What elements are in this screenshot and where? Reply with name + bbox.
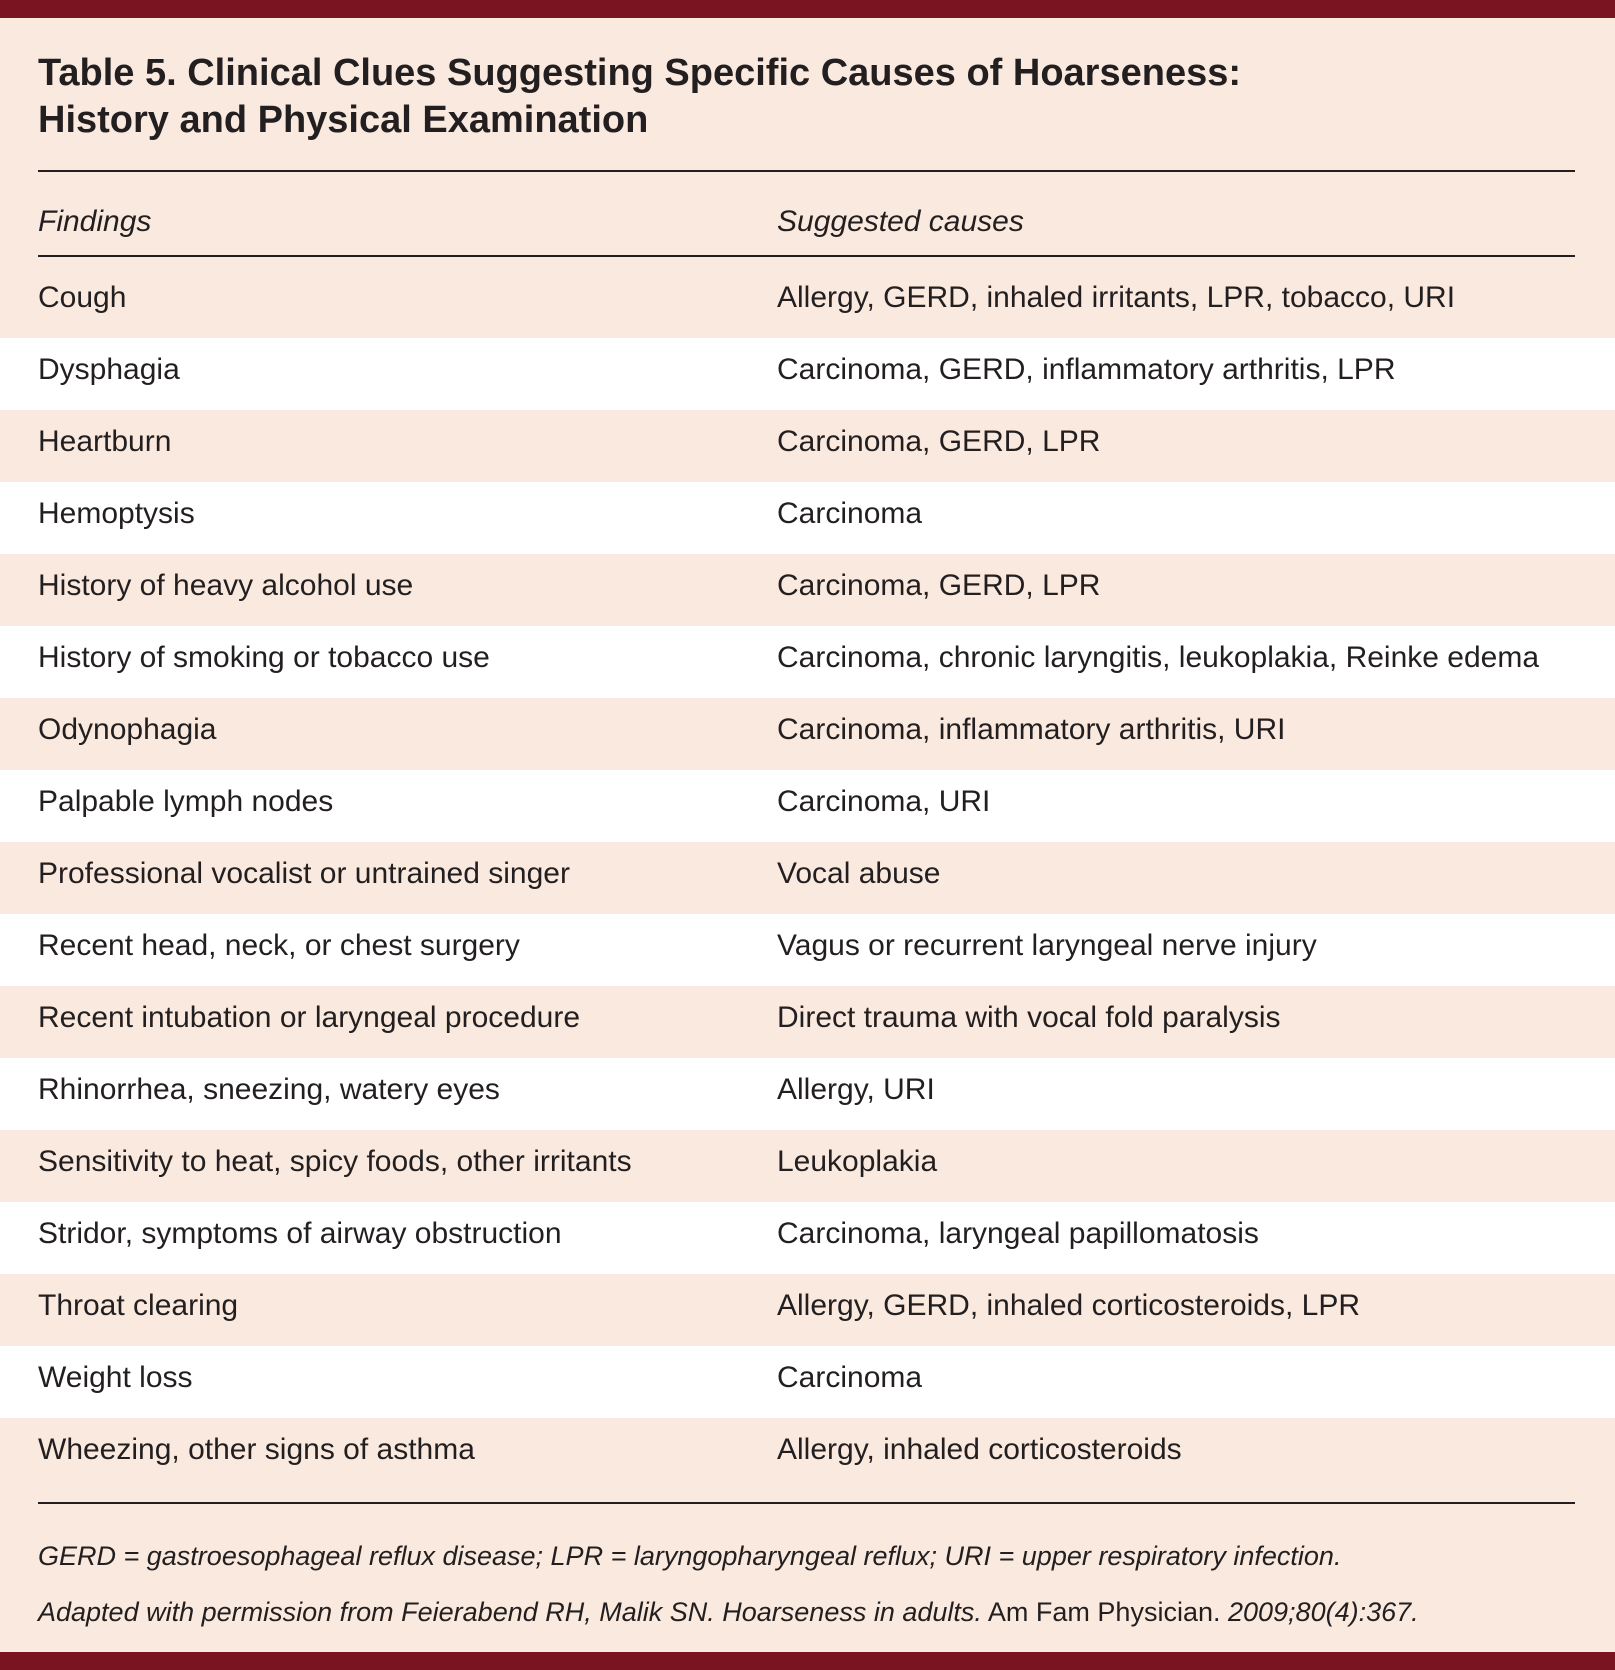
finding-cell: Sensitivity to heat, spicy foods, other … [38, 1145, 632, 1178]
footnote-abbreviations: GERD = gastroesophageal reflux disease; … [38, 1541, 1342, 1571]
suggested-causes-cell: Carcinoma, URI [777, 785, 991, 818]
suggested-causes-cell: Carcinoma, GERD, LPR [777, 569, 1101, 602]
suggested-causes-cell: Carcinoma, GERD, LPR [777, 425, 1101, 458]
finding-cell: Recent intubation or laryngeal procedure [38, 1001, 581, 1034]
table-row: Throat clearing Allergy, GERD, inhaled co… [0, 1274, 1615, 1346]
table-row: Recent head, neck, or chest surgery Vagus… [0, 914, 1615, 986]
finding-cell: Palpable lymph nodes [38, 785, 334, 818]
finding-cell: History of heavy alcohol use [38, 569, 414, 602]
finding-cell: Rhinorrhea, sneezing, watery eyes [38, 1073, 500, 1106]
table-header: Findings Suggested causes [0, 205, 1615, 249]
table-footnote: GERD = gastroesophageal reflux disease; … [38, 1528, 1578, 1640]
suggested-causes-cell: Carcinoma, chronic laryngitis, leukoplak… [777, 641, 1540, 674]
header-findings: Findings [38, 205, 152, 238]
table-row: Wheezing, other signs of asthma Allergy, … [0, 1418, 1615, 1490]
table-row: Hemoptysis Carcinoma [0, 482, 1615, 554]
header-suggested-causes: Suggested causes [777, 205, 1024, 238]
footnote-source-journal: Am Fam Physician. [981, 1597, 1228, 1627]
table-row: Cough Allergy, GERD, inhaled irritants, L… [0, 266, 1615, 338]
finding-cell: Dysphagia [38, 353, 180, 386]
table-row: History of smoking or tobacco use Carcino… [0, 626, 1615, 698]
suggested-causes-cell: Vocal abuse [777, 857, 941, 890]
table-row: Professional vocalist or untrained singe… [0, 842, 1615, 914]
finding-cell: Throat clearing [38, 1289, 239, 1322]
finding-cell: Odynophagia [38, 713, 217, 746]
table-row: Dysphagia Carcinoma, GERD, inflammatory a… [0, 338, 1615, 410]
suggested-causes-cell: Allergy, URI [777, 1073, 935, 1106]
finding-cell: Cough [38, 281, 127, 314]
finding-cell: Weight loss [38, 1361, 193, 1394]
table-row: Recent intubation or laryngeal procedure… [0, 986, 1615, 1058]
table-row: Stridor, symptoms of airway obstruction C… [0, 1202, 1615, 1274]
table-title-line-2: History and Physical Examination [38, 99, 649, 141]
table-row: Palpable lymph nodes Carcinoma, URI [0, 770, 1615, 842]
footnote-source-volume: 2009;80(4):367. [1227, 1597, 1419, 1627]
table-bottom-divider [38, 1502, 1575, 1504]
bottom-accent-bar [0, 1652, 1615, 1670]
table-row: Heartburn Carcinoma, GERD, LPR [0, 410, 1615, 482]
top-accent-bar [0, 0, 1615, 18]
finding-cell: Heartburn [38, 425, 172, 458]
table-row: Weight loss Carcinoma [0, 1346, 1615, 1418]
table-row: Odynophagia Carcinoma, inflammatory arthr… [0, 698, 1615, 770]
table-row: Rhinorrhea, sneezing, watery eyes Allergy… [0, 1058, 1615, 1130]
suggested-causes-cell: Carcinoma, laryngeal papillomatosis [777, 1217, 1259, 1250]
finding-cell: History of smoking or tobacco use [38, 641, 490, 674]
finding-cell: Stridor, symptoms of airway obstruction [38, 1217, 562, 1250]
table-body: Cough Allergy, GERD, inhaled irritants, L… [0, 266, 1615, 1490]
table-row: Sensitivity to heat, spicy foods, other … [0, 1130, 1615, 1202]
footnote-source: Adapted with permission from Feierabend … [38, 1584, 1578, 1640]
footnote-source-citation: Adapted with permission from Feierabend … [38, 1597, 982, 1627]
suggested-causes-cell: Leukoplakia [777, 1145, 938, 1178]
title-divider [38, 170, 1575, 172]
suggested-causes-cell: Allergy, GERD, inhaled corticosteroids, … [777, 1289, 1361, 1322]
suggested-causes-cell: Carcinoma, inflammatory arthritis, URI [777, 713, 1286, 746]
table-row: History of heavy alcohol use Carcinoma, G… [0, 554, 1615, 626]
finding-cell: Recent head, neck, or chest surgery [38, 929, 520, 962]
finding-cell: Wheezing, other signs of asthma [38, 1433, 475, 1466]
suggested-causes-cell: Carcinoma [777, 1361, 923, 1394]
suggested-causes-cell: Allergy, inhaled corticosteroids [777, 1433, 1182, 1466]
suggested-causes-cell: Carcinoma, GERD, inflammatory arthritis,… [777, 353, 1396, 386]
finding-cell: Hemoptysis [38, 497, 195, 530]
suggested-causes-cell: Carcinoma [777, 497, 923, 530]
finding-cell: Professional vocalist or untrained singe… [38, 857, 570, 890]
header-divider [38, 255, 1575, 257]
suggested-causes-cell: Direct trauma with vocal fold paralysis [777, 1001, 1281, 1034]
table-title-line-1: Table 5. Clinical Clues Suggesting Speci… [38, 52, 1241, 94]
table-title: Table 5. Clinical Clues Suggesting Speci… [38, 50, 1538, 144]
suggested-causes-cell: Allergy, GERD, inhaled irritants, LPR, t… [777, 281, 1456, 314]
suggested-causes-cell: Vagus or recurrent laryngeal nerve injur… [777, 929, 1317, 962]
